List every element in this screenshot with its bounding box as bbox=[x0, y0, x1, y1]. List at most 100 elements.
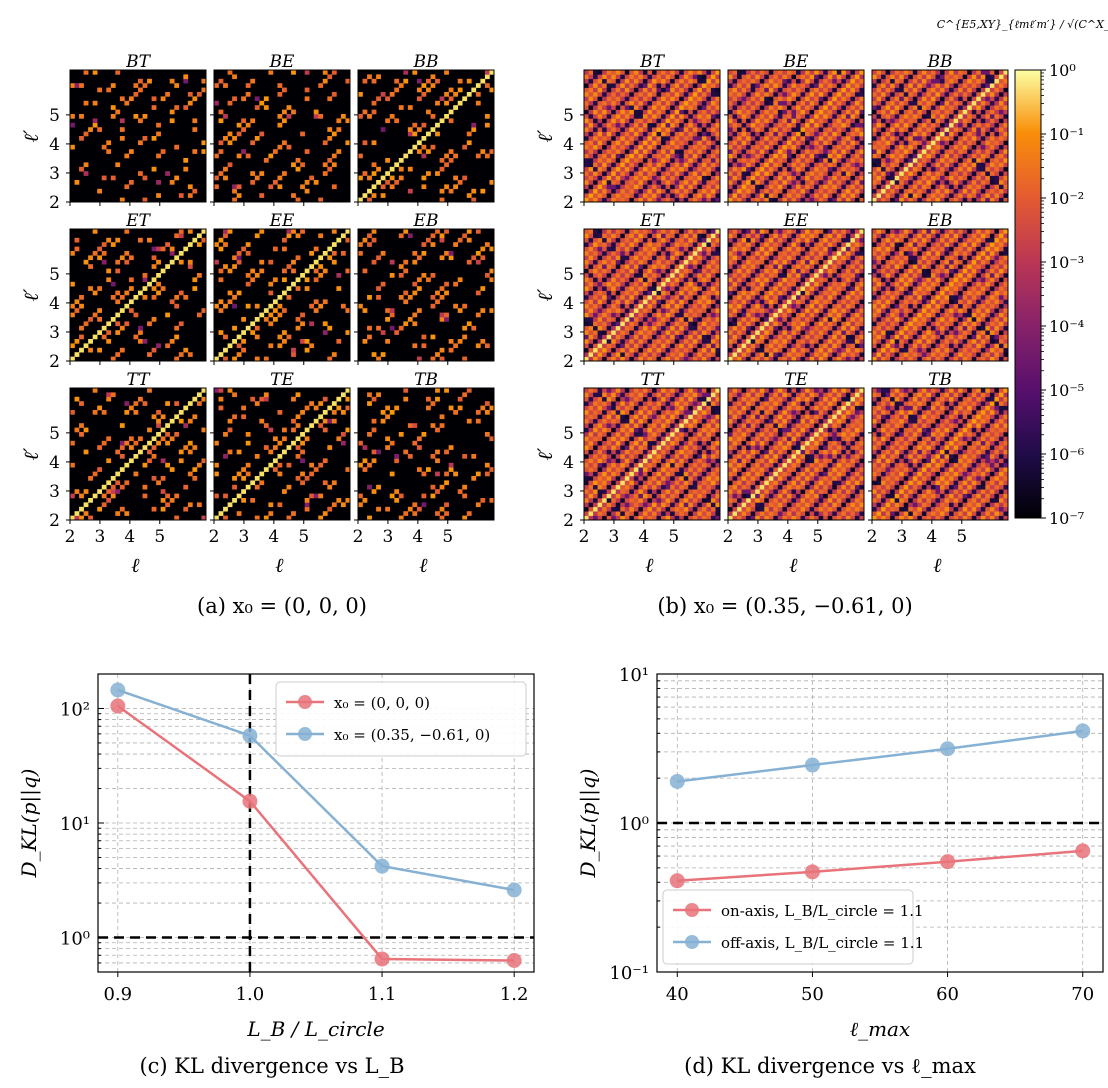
heatmap-cell bbox=[367, 295, 372, 300]
heatmap-cell bbox=[602, 109, 607, 115]
heatmap-cell bbox=[331, 502, 337, 508]
heatmap-cell bbox=[254, 96, 260, 102]
heatmap-cell bbox=[912, 96, 918, 102]
heatmap-cell bbox=[683, 188, 689, 194]
heatmap-cell bbox=[223, 264, 228, 269]
heatmap-cell bbox=[376, 506, 381, 512]
heatmap-cell bbox=[809, 127, 815, 132]
heatmap-cell bbox=[818, 144, 824, 150]
heatmap-cell bbox=[773, 149, 779, 154]
heatmap-cell bbox=[647, 330, 653, 335]
heatmap-cell bbox=[805, 197, 810, 203]
heatmap-cell bbox=[597, 281, 603, 287]
heatmap-cell bbox=[935, 78, 941, 84]
heatmap-cell bbox=[976, 136, 982, 141]
heatmap-cell bbox=[236, 259, 242, 265]
heatmap-panel-tb: TB2 3 4 5ℓ bbox=[353, 370, 495, 577]
heatmap-cell bbox=[336, 396, 342, 402]
heatmap-cell bbox=[313, 308, 319, 313]
heatmap-cell bbox=[624, 303, 630, 309]
heatmap-cell bbox=[876, 188, 882, 194]
heatmap-cell bbox=[701, 100, 707, 106]
heatmap-cell bbox=[679, 140, 685, 146]
heatmap-cell bbox=[214, 259, 219, 265]
heatmap-cell bbox=[796, 78, 801, 84]
heatmap-cell bbox=[746, 166, 751, 172]
heatmap-cell bbox=[106, 149, 112, 154]
heatmap-cell bbox=[629, 78, 635, 84]
heatmap-cell bbox=[750, 197, 756, 203]
heatmap-cell bbox=[97, 255, 103, 261]
heatmap-cell bbox=[611, 74, 617, 80]
heatmap-cell bbox=[989, 96, 995, 102]
heatmap-cell bbox=[615, 83, 621, 88]
heatmap-cell bbox=[638, 180, 644, 185]
heatmap-cell bbox=[737, 197, 742, 203]
heatmap-cell bbox=[872, 175, 877, 181]
heatmap-cell bbox=[732, 158, 738, 163]
heatmap-cell bbox=[633, 321, 639, 327]
heatmap-cell bbox=[430, 273, 436, 278]
heatmap-cell bbox=[101, 440, 107, 446]
heatmap-cell bbox=[652, 127, 657, 132]
heatmap-cell bbox=[282, 109, 287, 115]
heatmap-cell bbox=[268, 511, 274, 516]
heatmap-cell bbox=[940, 109, 945, 115]
heatmap-cell bbox=[597, 78, 603, 84]
heatmap-cell bbox=[656, 339, 662, 344]
heatmap-cell bbox=[291, 109, 296, 115]
heatmap-cell bbox=[980, 109, 986, 115]
heatmap-cell bbox=[398, 166, 404, 172]
heatmap-cell bbox=[732, 118, 738, 124]
heatmap-cell bbox=[489, 277, 495, 283]
heatmap-cell bbox=[741, 175, 747, 181]
heatmap-cell bbox=[602, 325, 607, 331]
heatmap-cell bbox=[688, 356, 694, 362]
heatmap-cell bbox=[597, 188, 603, 194]
heatmap-cell bbox=[777, 144, 783, 150]
heatmap-cell bbox=[286, 264, 292, 269]
heatmap-cell bbox=[611, 259, 617, 265]
heatmap-cell bbox=[156, 273, 161, 278]
heatmap-cell bbox=[597, 334, 603, 340]
heatmap-cell bbox=[394, 454, 400, 459]
heatmap-cell bbox=[633, 246, 639, 252]
heatmap-cell bbox=[958, 74, 963, 80]
heatmap-cell bbox=[818, 193, 824, 198]
heatmap-cell bbox=[263, 105, 269, 110]
heatmap-cell bbox=[823, 197, 829, 203]
heatmap-cell bbox=[647, 281, 653, 287]
heatmap-cell bbox=[642, 242, 648, 247]
heatmap-cell bbox=[389, 410, 395, 415]
heatmap-cell bbox=[903, 96, 909, 102]
heatmap-cell bbox=[697, 162, 703, 168]
heatmap-cell bbox=[192, 445, 198, 450]
heatmap-cell bbox=[430, 242, 436, 247]
heatmap-cell bbox=[809, 171, 815, 176]
heatmap-cell bbox=[665, 343, 671, 349]
heatmap-cell bbox=[602, 308, 607, 313]
heatmap-cell bbox=[710, 303, 716, 309]
heatmap-cell bbox=[633, 180, 639, 185]
heatmap-cell bbox=[940, 180, 945, 185]
heatmap-cell bbox=[652, 153, 657, 159]
heatmap-cell bbox=[1003, 127, 1009, 132]
heatmap-cell bbox=[890, 166, 895, 172]
heatmap-cell bbox=[642, 321, 648, 327]
heatmap-cell bbox=[412, 144, 418, 150]
heatmap-cell bbox=[597, 308, 603, 313]
heatmap-cell bbox=[674, 144, 680, 150]
heatmap-cell bbox=[484, 114, 490, 119]
heatmap-cell bbox=[935, 153, 941, 159]
heatmap-cell bbox=[606, 105, 612, 110]
heatmap-cell bbox=[232, 184, 237, 190]
heatmap-cell bbox=[652, 343, 657, 349]
heatmap-cell bbox=[291, 268, 296, 274]
heatmap-cell bbox=[606, 180, 612, 185]
heatmap-cell bbox=[466, 259, 472, 265]
heatmap-cell bbox=[881, 162, 886, 168]
heatmap-cell bbox=[971, 153, 977, 159]
heatmap-cell bbox=[615, 149, 621, 154]
heatmap-cell bbox=[859, 83, 865, 88]
heatmap-cell bbox=[421, 83, 427, 88]
